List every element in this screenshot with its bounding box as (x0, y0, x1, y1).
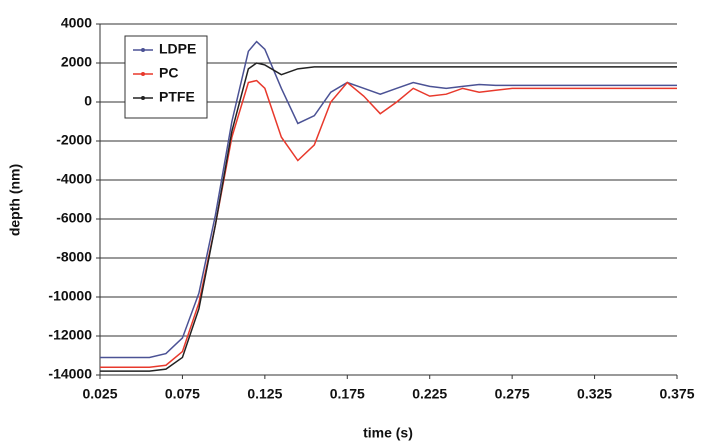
x-tick-label: 0.375 (659, 386, 694, 402)
y-axis-label: depth (nm) (7, 164, 23, 236)
legend-label: PTFE (159, 89, 195, 105)
x-tick-label: 0.225 (412, 386, 447, 402)
x-tick-label: 0.125 (247, 386, 282, 402)
y-tick-label: -8000 (56, 249, 92, 265)
y-tick-label: -6000 (56, 210, 92, 226)
x-tick-label: 0.075 (165, 386, 200, 402)
y-tick-label: -12000 (48, 327, 92, 343)
legend-marker (141, 48, 145, 52)
y-tick-label: 2000 (61, 54, 92, 70)
x-axis-label: time (s) (363, 425, 413, 441)
x-tick-label: 0.175 (330, 386, 365, 402)
y-tick-label: 4000 (61, 15, 92, 31)
y-tick-label: -2000 (56, 132, 92, 148)
x-tick-label: 0.025 (82, 386, 117, 402)
legend-label: LDPE (159, 41, 196, 57)
legend-marker (141, 72, 145, 76)
legend-marker (141, 96, 145, 100)
y-tick-label: 0 (84, 93, 92, 109)
legend-label: PC (159, 65, 178, 81)
series-line (100, 40, 677, 359)
x-tick-label: 0.325 (577, 386, 612, 402)
x-tick-label: 0.275 (495, 386, 530, 402)
y-tick-label: -10000 (48, 288, 92, 304)
series-line (100, 62, 677, 372)
y-tick-label: -14000 (48, 366, 92, 382)
series-line (100, 79, 677, 368)
y-tick-label: -4000 (56, 171, 92, 187)
